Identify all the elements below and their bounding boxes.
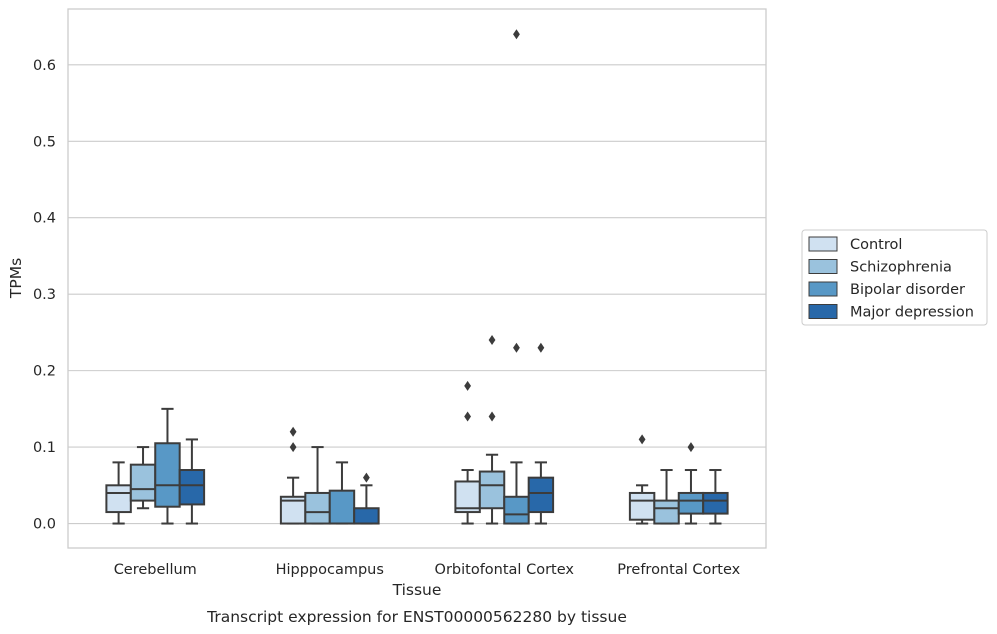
outlier-point bbox=[638, 434, 646, 445]
y-tick-label: 0.3 bbox=[33, 287, 56, 303]
outlier-point bbox=[464, 380, 472, 391]
gridlines bbox=[68, 64, 766, 525]
x-axis-title: Tissue bbox=[392, 581, 442, 599]
box-group bbox=[304, 446, 331, 525]
x-tick-label: Orbitofontal Cortex bbox=[435, 562, 575, 578]
y-axis-title: TPMs bbox=[7, 258, 25, 299]
x-tick-label: Hipppocampus bbox=[276, 562, 384, 578]
box-group bbox=[702, 469, 729, 525]
y-tick-label: 0.1 bbox=[33, 440, 56, 456]
box-group bbox=[653, 469, 680, 525]
box bbox=[178, 469, 206, 506]
legend: Control Schizophrenia Bipolar disorder Majo… bbox=[801, 229, 988, 326]
legend-swatch bbox=[808, 236, 838, 252]
box bbox=[628, 491, 656, 521]
box-group bbox=[328, 461, 356, 525]
outlier-point bbox=[537, 342, 545, 353]
box-group bbox=[677, 442, 705, 525]
legend-label: Bipolar disorder bbox=[850, 282, 965, 298]
box bbox=[454, 480, 481, 514]
box-group bbox=[353, 472, 380, 525]
box-group bbox=[478, 335, 506, 525]
outlier-point bbox=[289, 442, 297, 453]
x-axis-ticks: Cerebellum Hipppocampus Orbitofontal Corte… bbox=[114, 562, 741, 578]
outlier-point bbox=[362, 472, 370, 483]
x-tick-label: Cerebellum bbox=[114, 562, 197, 578]
y-tick-label: 0.2 bbox=[33, 364, 56, 380]
box bbox=[653, 499, 680, 525]
outlier-point bbox=[289, 426, 297, 437]
legend-label: Control bbox=[850, 237, 902, 253]
y-tick-label: 0.6 bbox=[33, 58, 56, 74]
box bbox=[328, 489, 356, 525]
outlier-point bbox=[488, 411, 496, 422]
outlier-point bbox=[513, 29, 520, 40]
box bbox=[503, 495, 530, 525]
legend-label: Major depression bbox=[850, 305, 974, 321]
legend-swatch bbox=[808, 281, 838, 297]
box-group bbox=[454, 380, 481, 525]
box-group bbox=[503, 29, 530, 525]
plot-frame bbox=[67, 8, 767, 549]
legend-frame bbox=[801, 229, 988, 326]
box bbox=[304, 491, 331, 525]
legend-label: Schizophrenia bbox=[850, 260, 952, 276]
box bbox=[105, 484, 132, 514]
box bbox=[129, 463, 157, 502]
box bbox=[353, 507, 380, 525]
y-tick-label: 0.0 bbox=[33, 517, 56, 533]
x-tick-label: Prefrontal Cortex bbox=[617, 562, 740, 578]
box-group bbox=[105, 461, 132, 525]
box bbox=[677, 491, 705, 515]
legend-swatch bbox=[808, 304, 838, 319]
y-axis-ticks: 0.0 0.1 0.2 0.3 0.4 0.5 0.6 bbox=[33, 58, 56, 533]
box-group bbox=[154, 407, 181, 525]
y-tick-label: 0.5 bbox=[33, 134, 56, 150]
box-group bbox=[279, 426, 307, 525]
box-group bbox=[628, 434, 656, 525]
box-group bbox=[527, 342, 555, 525]
y-tick-label: 0.4 bbox=[33, 211, 56, 227]
box bbox=[702, 491, 729, 515]
legend-swatch bbox=[808, 259, 838, 274]
boxes bbox=[105, 29, 729, 525]
outlier-point bbox=[513, 342, 520, 353]
outlier-point bbox=[464, 411, 472, 422]
box bbox=[527, 476, 555, 514]
box bbox=[478, 470, 506, 510]
box-group bbox=[178, 438, 206, 525]
outlier-point bbox=[687, 442, 695, 453]
box-group bbox=[129, 446, 157, 510]
box bbox=[154, 442, 181, 508]
chart-caption: Transcript expression for ENST0000056228… bbox=[206, 608, 627, 626]
outlier-point bbox=[488, 335, 496, 346]
